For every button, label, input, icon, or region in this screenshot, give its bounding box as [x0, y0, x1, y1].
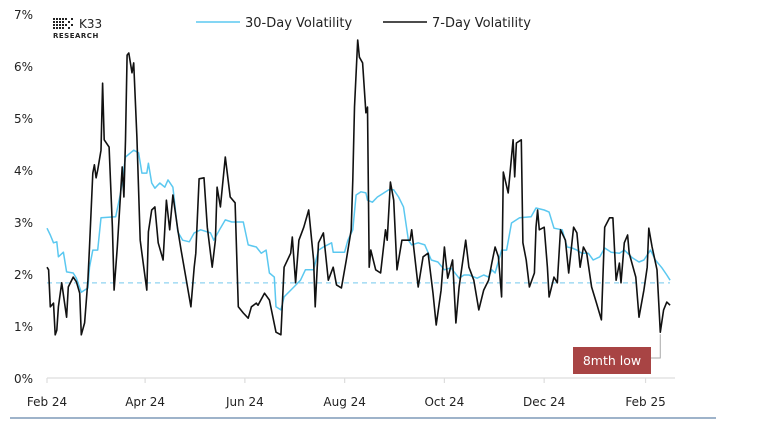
logo-dot-grid-icon: [53, 18, 73, 29]
logo-dot: [56, 18, 58, 20]
annotation: 8mth low: [573, 334, 661, 374]
x-tick-label: Oct 24: [424, 395, 464, 409]
y-tick-label: 7%: [14, 8, 33, 22]
logo-dot: [56, 27, 58, 29]
y-tick-label: 0%: [14, 372, 33, 386]
logo-dot: [62, 27, 64, 29]
logo-text: K33: [79, 17, 102, 31]
logo-subtext: RESEARCH: [53, 32, 99, 40]
annotation-leader-line: [651, 334, 661, 359]
series-group: [46, 39, 671, 336]
logo-dot: [62, 18, 64, 20]
x-tick-label: Feb 24: [27, 395, 67, 409]
annotation-box: [573, 347, 651, 374]
logo-dot: [62, 21, 64, 23]
x-axis: Feb 24 Apr 24 Jun 24 Aug 24 Oct 24 Dec 24 Feb …: [27, 377, 675, 409]
logo-dot: [68, 27, 70, 29]
legend: 30-Day Volatility 7-Day Volatility: [196, 16, 531, 31]
logo-dot: [56, 21, 58, 23]
logo-dot: [59, 27, 61, 29]
y-tick-label: 1%: [14, 320, 33, 334]
y-axis: 0% 1% 2% 3% 4% 5% 6% 7%: [14, 8, 33, 386]
logo-dot: [53, 24, 55, 26]
y-tick-label: 2%: [14, 268, 33, 282]
logo-dot: [71, 24, 73, 26]
logo-dot: [56, 24, 58, 26]
logo-dot: [59, 18, 61, 20]
logo-dot: [59, 21, 61, 23]
x-tick-label: Dec 24: [523, 395, 565, 409]
legend-label-7d: 7-Day Volatility: [432, 16, 531, 31]
logo-dot: [68, 21, 70, 23]
y-tick-label: 3%: [14, 216, 33, 230]
k33-research-logo: K33 RESEARCH: [53, 17, 102, 40]
logo-dot: [65, 24, 67, 26]
x-tick-label: Aug 24: [323, 395, 366, 409]
y-tick-label: 4%: [14, 164, 33, 178]
logo-dot: [62, 24, 64, 26]
y-tick-label: 5%: [14, 112, 33, 126]
x-tick-label: Feb 25: [625, 395, 665, 409]
logo-dot: [65, 18, 67, 20]
y-tick-label: 6%: [14, 60, 33, 74]
annotation-label: 8mth low: [583, 353, 641, 368]
logo-dot: [53, 27, 55, 29]
logo-dot: [59, 24, 61, 26]
series-line-7-day-volatility: [46, 39, 671, 336]
legend-label-30d: 30-Day Volatility: [245, 16, 352, 31]
logo-dot: [53, 21, 55, 23]
x-tick-label: Apr 24: [125, 395, 165, 409]
logo-dot: [71, 18, 73, 20]
logo-dot: [53, 18, 55, 20]
x-tick-label: Jun 24: [225, 395, 264, 409]
